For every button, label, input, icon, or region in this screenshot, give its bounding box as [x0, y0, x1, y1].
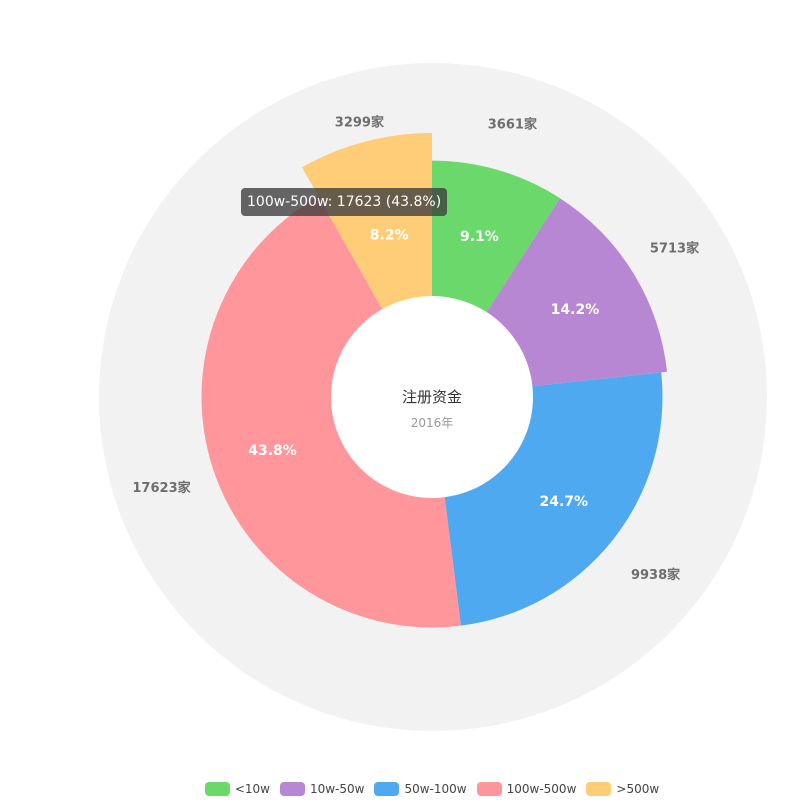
value-label-lt-10w: 3661家 [488, 117, 538, 133]
legend-label-50w-100w: 50w-100w [404, 782, 467, 796]
percent-label-gt-500w: 8.2% [370, 228, 409, 244]
value-label-50w-100w: 9938家 [631, 567, 681, 583]
legend-item-10w-50w[interactable]: 10w-50w [279, 779, 365, 799]
legend-label-gt-500w: >500w [616, 782, 660, 796]
slice-tooltip: 100w-500w: 17623 (43.8%) [241, 188, 448, 216]
center-subtitle: 2016年 [411, 416, 454, 430]
legend: <10w 10w-50w 50w-100w 100w-500w >500w [0, 779, 792, 799]
legend-swatch-lt-10w [204, 782, 230, 796]
percent-label-100w-500w: 43.8% [248, 443, 297, 459]
value-label-10w-50w: 5713家 [650, 240, 700, 256]
value-labels: 3661家 5713家 9938家 17623家 3299家 [132, 114, 700, 582]
pie-slices [201, 133, 668, 628]
value-label-gt-500w: 3299家 [335, 114, 385, 130]
center-title: 注册资金 [402, 388, 462, 406]
percent-label-10w-50w: 14.2% [551, 302, 600, 318]
legend-item-lt-10w[interactable]: <10w [204, 779, 270, 799]
legend-swatch-50w-100w [374, 782, 400, 796]
slice-100w-500w[interactable] [201, 196, 461, 628]
legend-label-lt-10w: <10w [234, 782, 270, 796]
legend-swatch-100w-500w [476, 782, 502, 796]
donut-hole [331, 296, 533, 498]
legend-item-100w-500w[interactable]: 100w-500w [476, 779, 577, 799]
legend-swatch-gt-500w [586, 782, 612, 796]
legend-label-100w-500w: 100w-500w [506, 782, 577, 796]
legend-swatch-10w-50w [279, 782, 305, 796]
percent-label-50w-100w: 24.7% [539, 494, 588, 510]
value-label-100w-500w: 17623家 [132, 480, 191, 496]
percent-label-lt-10w: 9.1% [460, 229, 499, 245]
percent-labels: 9.1% 14.2% 24.7% 43.8% 8.2% [248, 228, 599, 511]
legend-item-50w-100w[interactable]: 50w-100w [374, 779, 467, 799]
legend-item-gt-500w[interactable]: >500w [586, 779, 659, 799]
legend-label-10w-50w: 10w-50w [309, 782, 365, 796]
